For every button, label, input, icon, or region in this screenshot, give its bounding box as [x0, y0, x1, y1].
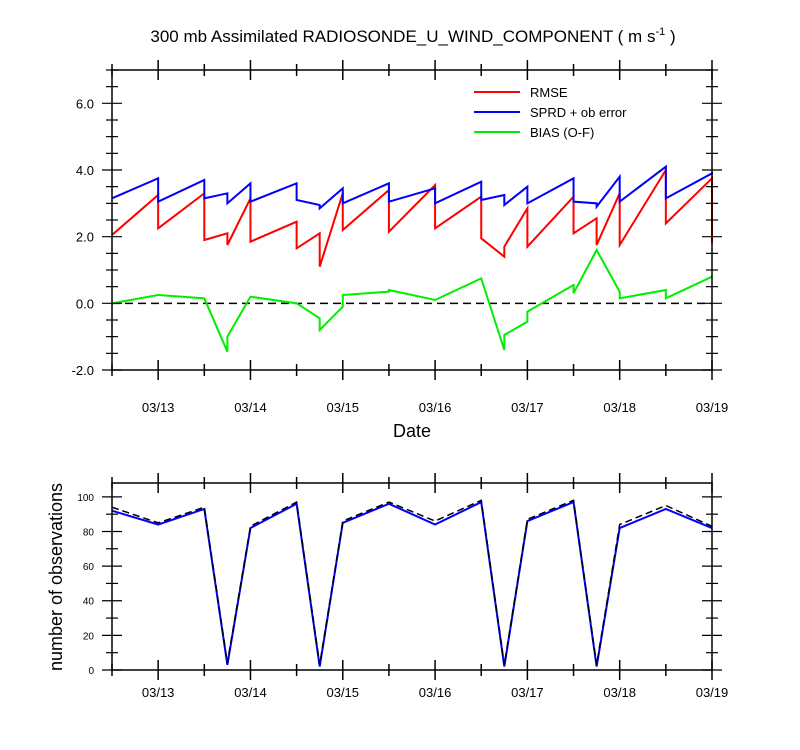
bottom-y-tick-label: 20	[83, 631, 95, 642]
bottom-plot-frame	[111, 482, 713, 671]
bottom-y-tick-label: 100	[77, 493, 94, 504]
top-x-tick-label: 03/18	[603, 400, 636, 415]
bottom-series-possible-observations	[111, 499, 713, 665]
bottom-y-tick-label: 0	[88, 666, 94, 677]
top-x-tick-label: 03/16	[419, 400, 452, 415]
bottom-y-tick-label: 80	[83, 527, 95, 538]
top-series-bias-o-f	[111, 247, 713, 353]
top-axis-ticks: 03/13 03/14 03/15 03/16 03/17 03/18 03/19 -2.0 0…	[72, 60, 729, 415]
top-plot-frame	[111, 69, 713, 371]
top-x-tick-label: 03/19	[696, 400, 729, 415]
top-series-sprd-ob-error	[111, 164, 713, 211]
bottom-series-assimilated-observations	[111, 500, 713, 667]
observation-count-panel: 03/13 03/14 03/15 03/16 03/17 03/18 03/19 0 20 40…	[77, 473, 728, 700]
legend-label-rmse: RMSE	[530, 85, 568, 100]
x-axis-label: Date	[393, 421, 431, 441]
bottom-x-tick-label: 03/15	[326, 685, 359, 700]
legend: RMSE SPRD + ob error BIAS (O-F)	[474, 85, 627, 140]
legend-label-sprd-ob-error: SPRD + ob error	[530, 105, 627, 120]
bottom-y-tick-label: 40	[83, 597, 95, 608]
bottom-x-tick-label: 03/14	[234, 685, 267, 700]
top-series-rmse	[111, 166, 713, 267]
top-y-tick-label: 4.0	[76, 163, 94, 178]
top-x-tick-label: 03/13	[142, 400, 175, 415]
top-y-tick-label: -2.0	[72, 363, 94, 378]
top-x-tick-label: 03/17	[511, 400, 544, 415]
rmse-spread-bias-panel: 03/13 03/14 03/15 03/16 03/17 03/18 03/19 -2.0 0…	[72, 60, 729, 415]
y-axis-label-observations: number of observations	[46, 483, 66, 671]
top-y-tick-label: 0.0	[76, 296, 94, 311]
bottom-x-tick-label: 03/19	[696, 685, 729, 700]
top-series-group	[111, 164, 713, 353]
top-y-tick-label: 2.0	[76, 230, 94, 245]
legend-label-bias-o-f: BIAS (O-F)	[530, 125, 594, 140]
bottom-x-tick-label: 03/13	[142, 685, 175, 700]
chart-title: 300 mb Assimilated RADIOSONDE_U_WIND_COM…	[150, 26, 675, 46]
top-x-tick-label: 03/15	[326, 400, 359, 415]
bottom-y-tick-label: 60	[83, 562, 95, 573]
bottom-series-group	[111, 499, 713, 667]
chart-title-main: 300 mb Assimilated RADIOSONDE_U_WIND_COM…	[150, 27, 655, 46]
bottom-x-tick-label: 03/17	[511, 685, 544, 700]
bottom-x-tick-label: 03/16	[419, 685, 452, 700]
top-x-tick-label: 03/14	[234, 400, 267, 415]
chart-title-end: )	[665, 27, 675, 46]
bottom-x-tick-label: 03/18	[603, 685, 636, 700]
top-y-tick-label: 6.0	[76, 96, 94, 111]
chart-title-superscript: -1	[655, 26, 665, 38]
